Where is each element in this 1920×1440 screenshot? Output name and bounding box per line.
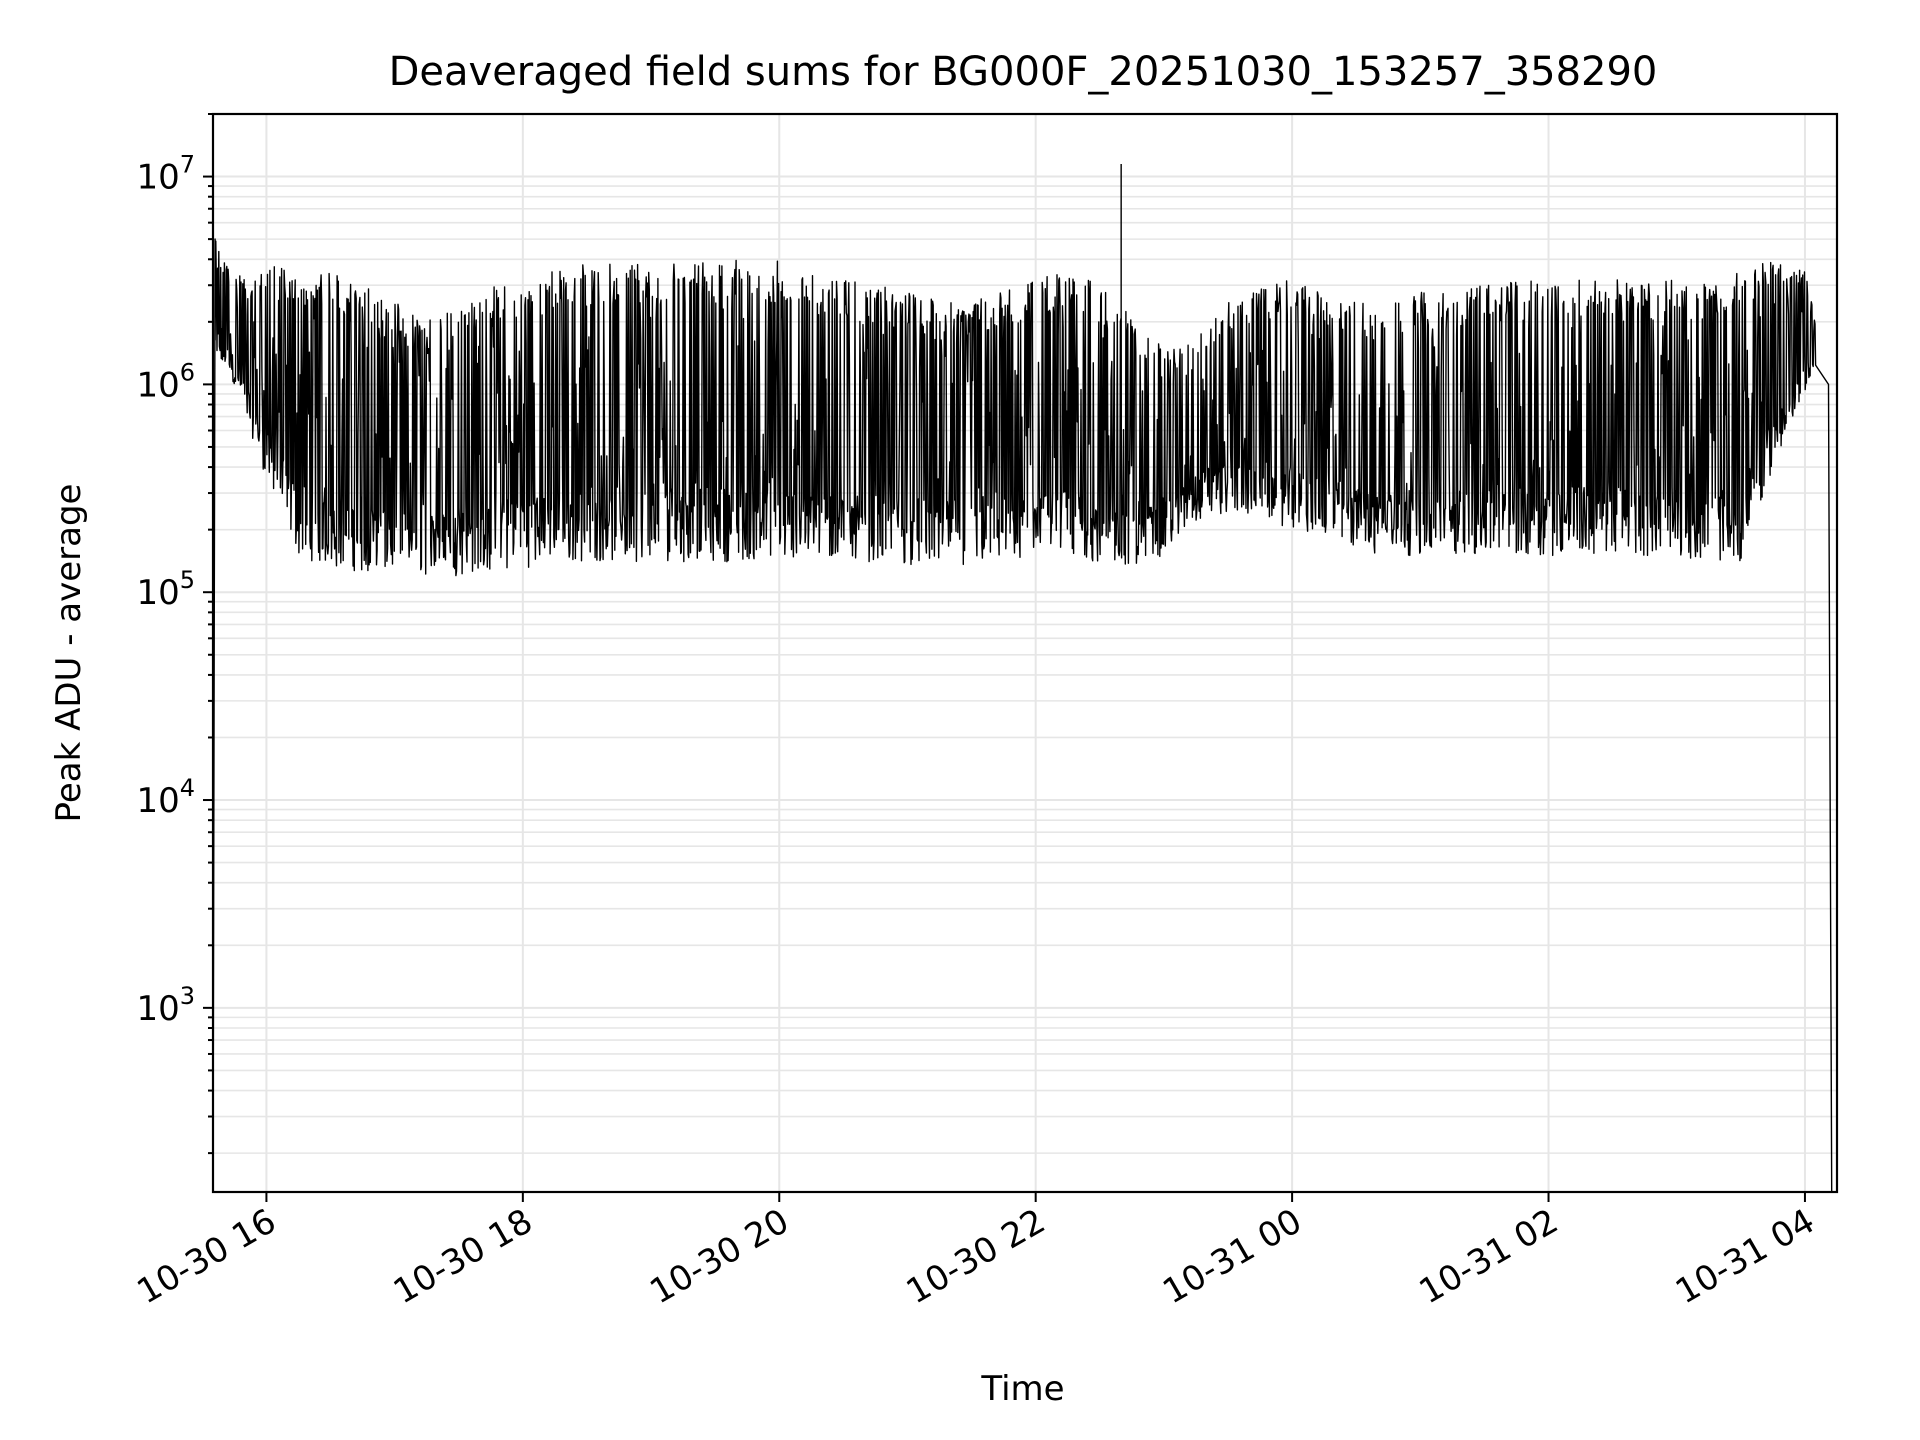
y-tick-label: 106	[136, 358, 195, 405]
x-tick-label: 10-31 00	[1156, 1201, 1308, 1312]
x-tick-label: 10-30 22	[900, 1201, 1052, 1312]
x-tick-label: 10-31 04	[1669, 1201, 1821, 1312]
x-tick-label: 10-30 18	[387, 1201, 539, 1312]
y-tick-label: 105	[136, 566, 195, 613]
y-tick-label: 107	[136, 151, 195, 198]
chart-title: Deaveraged field sums for BG000F_2025103…	[389, 49, 1658, 95]
x-tick-label: 10-30 20	[643, 1201, 795, 1312]
x-tick-label: 10-31 02	[1413, 1201, 1565, 1312]
y-tick-label: 103	[136, 982, 195, 1029]
y-axis: 103 104 105 106 107	[136, 113, 213, 1155]
series-line	[212, 238, 1833, 1193]
grid	[213, 113, 1837, 1192]
y-tick-label: 104	[136, 774, 195, 821]
x-axis: 10-30 16 10-30 18 10-30 20 10-30 22 10-31 00…	[131, 1192, 1821, 1312]
plot-frame	[211, 112, 1839, 1194]
x-tick-label: 10-30 16	[131, 1201, 283, 1312]
data-trace	[212, 163, 1833, 1193]
x-axis-label: Time	[980, 1369, 1064, 1409]
y-axis-label: Peak ADU - average	[49, 484, 89, 823]
